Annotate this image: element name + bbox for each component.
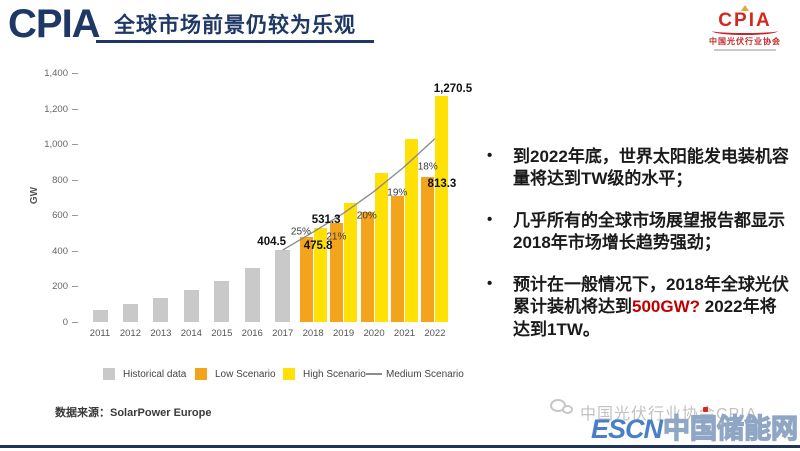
bar-historical-data-2013 <box>153 297 169 322</box>
x-tick-label: 2013 <box>150 328 172 339</box>
x-tick-label: 2014 <box>180 328 202 339</box>
wechat-icon <box>550 399 578 419</box>
x-tick-label: 2020 <box>363 328 385 339</box>
bullet-3-post: 2022年将达到1TW。 <box>513 297 777 339</box>
bullet-3-pre: 预计在一般情况下，2018年全球光伏累计装机将达到 <box>513 274 789 317</box>
cpia-logo: CPIA <box>8 2 101 46</box>
y-tick-label: 0 <box>62 317 68 328</box>
legend-label-high-scenario: High Scenario <box>303 369 366 380</box>
x-tick-label: 2019 <box>333 328 355 339</box>
legend-swatch-medium-scenario <box>366 373 382 375</box>
x-tick-label: 2021 <box>393 328 416 339</box>
x-tick-label: 2015 <box>211 328 233 339</box>
bar-historical-data-2015 <box>214 281 230 322</box>
watermark-escn: ESCN <box>591 414 663 444</box>
value-label-531.3: 531.3 <box>311 213 341 226</box>
bar-low-scenario-2020 <box>360 211 374 322</box>
arc-swoosh-icon <box>712 27 778 35</box>
bullet-3-highlight: 500GW? <box>632 297 701 317</box>
y-tick-mark <box>72 144 78 146</box>
bullet-item-1: • 到2022年底，世界太阳能发电装机容量将达到TW级的水平； <box>487 146 793 191</box>
bar-high-scenario-2020 <box>374 172 388 322</box>
legend-swatch-historical-data <box>103 368 115 380</box>
y-tick-mark <box>72 250 78 252</box>
y-tick-mark <box>72 73 78 74</box>
legend-label-medium-scenario: Medium Scenario <box>386 369 464 380</box>
y-tick-mark <box>72 286 78 288</box>
bullet-text-3: 预计在一般情况下，2018年全球光伏累计装机将达到500GW? 2022年将达到… <box>513 274 793 341</box>
legend-label-low-scenario: Low Scenario <box>215 369 276 380</box>
x-tick-label: 2017 <box>272 328 294 339</box>
watermark-cn: 中国储能网 <box>662 413 799 444</box>
bar-low-scenario-2021 <box>391 195 404 322</box>
x-tick-label: 2016 <box>241 328 263 339</box>
bar-high-scenario-2019 <box>344 202 358 322</box>
y-tick-label: 1,000 <box>44 139 68 151</box>
bullet-marker: • <box>487 210 493 228</box>
x-tick-label: 2018 <box>302 328 324 339</box>
bar-historical-data-2017 <box>275 250 291 322</box>
y-tick-label: 1,200 <box>44 103 68 115</box>
x-tick-label: 2011 <box>89 328 111 339</box>
org-badge-tagline <box>714 49 776 51</box>
bar-high-scenario-2018 <box>313 227 327 322</box>
bullet-text-1: 到2022年底，世界太阳能发电装机容量将达到TW级的水平； <box>513 147 789 189</box>
y-tick-mark <box>72 322 78 323</box>
value-label-813.3: 813.3 <box>427 178 457 191</box>
bar-historical-data-2016 <box>244 267 260 322</box>
x-tick-label: 2012 <box>119 328 141 339</box>
bullet-text-2: 几乎所有的全球市场展望报告都显示2018年市场增长趋势强劲； <box>513 210 785 253</box>
bar-high-scenario-2022 <box>435 96 449 322</box>
bar-low-scenario-2018 <box>299 237 313 322</box>
percent-label-20%: 20% <box>356 210 377 222</box>
bar-historical-data-2012 <box>122 304 138 322</box>
title-underline <box>96 40 374 43</box>
org-badge-logo: CPIA 中国光伏行业协会 <box>698 5 792 51</box>
bullet-item-3: • 预计在一般情况下，2018年全球光伏累计装机将达到500GW? 2022年将… <box>487 274 793 341</box>
bar-historical-data-2014 <box>183 290 199 322</box>
bullet-item-2: • 几乎所有的全球市场展望报告都显示2018年市场增长趋势强劲； <box>487 210 793 255</box>
legend-label-historical-data: Historical data <box>123 369 187 380</box>
watermark: ESCN中国储能网 <box>591 407 799 446</box>
bottom-rule <box>0 445 800 448</box>
bullet-list: • 到2022年底，世界太阳能发电装机容量将达到TW级的水平； • 几乎所有的全… <box>487 146 793 360</box>
y-tick-mark <box>72 215 78 217</box>
watermark-red-dot-icon <box>703 407 708 412</box>
bar-high-scenario-2021 <box>405 138 418 322</box>
source-note: 数据来源：SolarPower Europe <box>55 407 212 419</box>
flame-icon <box>741 5 749 11</box>
page-title: 全球市场前景仍较为乐观 <box>114 14 356 37</box>
percent-label-18%: 18% <box>417 161 438 173</box>
legend-swatch-high-scenario <box>283 368 295 380</box>
y-tick-label: 200 <box>52 281 68 293</box>
y-tick-label: 1,400 <box>44 68 68 79</box>
value-label-404.5: 404.5 <box>257 236 287 249</box>
value-label-475.8: 475.8 <box>303 240 333 253</box>
y-tick-mark <box>72 108 78 110</box>
y-tick-label: 800 <box>52 174 68 186</box>
percent-label-19%: 19% <box>387 187 408 199</box>
wechat-account-label: 中国光伏行业协会CPIA <box>580 406 758 423</box>
legend-swatch-low-scenario <box>195 368 207 380</box>
value-label-1,270.5: 1,270.5 <box>433 83 473 96</box>
percent-label-21%: 21% <box>326 231 347 243</box>
bar-low-scenario-2022 <box>421 177 435 322</box>
y-tick-label: 400 <box>52 245 68 257</box>
y-tick-mark <box>72 179 78 181</box>
x-tick-label: 2022 <box>424 328 446 339</box>
bullet-marker: • <box>487 147 493 164</box>
org-badge-subtitle: 中国光伏行业协会 <box>709 37 781 46</box>
y-tick-label: 600 <box>52 210 68 222</box>
percent-label-25%: 25% <box>290 226 311 238</box>
bar-historical-data-2011 <box>92 309 108 322</box>
bullet-marker: • <box>487 274 493 292</box>
y-axis-title: GW <box>29 186 41 205</box>
org-badge-name: CPIA <box>718 10 772 31</box>
